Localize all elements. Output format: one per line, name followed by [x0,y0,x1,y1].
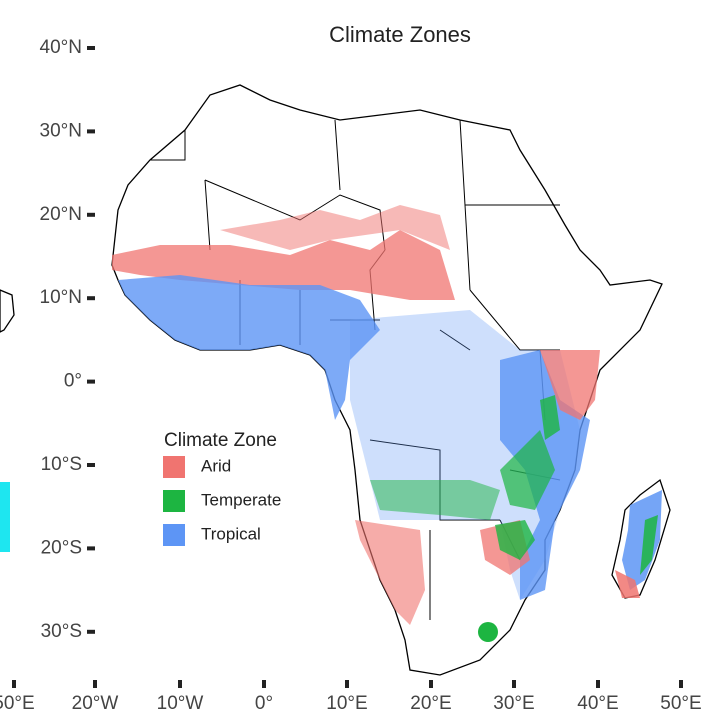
y-tick-label: 20°N [40,204,82,225]
legend-label: Tropical [201,524,261,543]
temperate-zone [370,480,500,520]
y-tick-label: 10°S [41,454,82,475]
temperate-zone [495,520,535,560]
arid-zone [220,205,450,250]
y-tick [87,463,95,467]
y-tick-label: 30°S [41,621,82,642]
y-tick-label: 30°N [40,120,82,141]
legend: Climate Zone Arid Temperate Tropical [163,430,281,546]
tropical-zone [118,275,380,420]
x-tick [512,680,516,688]
x-tick [679,680,683,688]
y-tick-label: 40°N [40,37,82,58]
y-tick [87,46,95,50]
temperate-zone [478,622,498,642]
y-tick [87,129,95,134]
legend-title: Climate Zone [164,430,277,451]
temperate-zone [640,515,658,575]
y-tick [87,296,95,301]
x-tick [262,680,266,688]
y-tick [87,212,95,217]
climate-zones [0,205,662,642]
axes: 40°N 30°N 20°N 10°N 0° 10°S 20°S 30°S 50°E 20°W 10… [0,37,702,714]
y-tick [87,379,95,384]
legend-label: Temperate [201,490,281,509]
x-tick-label: 30°E [493,693,534,714]
x-tick-label: 20°W [72,693,119,714]
temperate-zone [540,395,560,440]
legend-swatch [163,456,185,478]
x-tick-label: 20°E [410,693,451,714]
tropical-zone [622,490,662,590]
legend-swatch [163,490,185,512]
x-tick [345,680,349,688]
y-tick [87,546,95,551]
x-tick [429,680,433,688]
map-title: Climate Zones [329,22,471,47]
legend-label: Arid [201,456,231,475]
arid-zone [112,230,455,300]
x-tick-label: 10°W [157,693,204,714]
y-tick [87,629,95,634]
x-tick-label: 40°E [577,693,618,714]
y-tick-label: 10°N [40,287,82,308]
x-tick [178,680,182,688]
legend-swatch [163,524,185,546]
y-tick-label: 20°S [41,537,82,558]
temperate-zone [500,430,555,510]
arid-zone [540,350,600,420]
x-tick [12,680,16,688]
arid-zone [615,570,640,598]
x-tick-label: 0° [255,693,273,714]
x-tick [596,680,600,688]
x-tick-label: 50°E [0,693,35,714]
arid-zone [355,520,425,625]
x-tick [93,680,97,688]
x-tick-label: 10°E [326,693,367,714]
x-tick-label: 50°E [660,693,701,714]
cyan-region [0,482,10,552]
island [0,289,15,333]
y-tick-label: 0° [64,371,82,392]
